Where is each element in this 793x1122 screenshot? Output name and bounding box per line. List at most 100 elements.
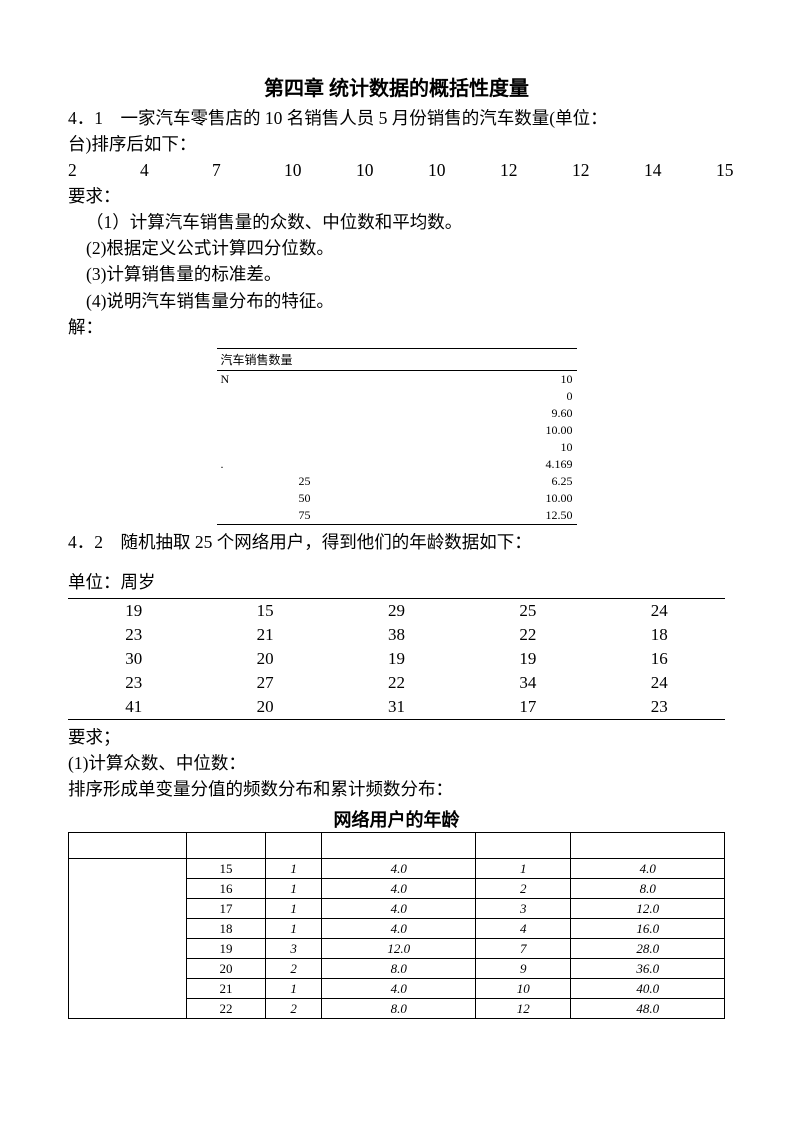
f6cp: 40.0	[571, 979, 725, 999]
a31: 27	[199, 671, 330, 695]
f3cp: 16.0	[571, 919, 725, 939]
q41-d1: 4	[140, 160, 172, 181]
f6p: 4.0	[322, 979, 476, 999]
q41-intro-line1: 4．1 一家汽车零售店的 10 名销售人员 5 月份销售的汽车数量(单位：	[68, 105, 725, 131]
sr8r: 12.50	[311, 508, 573, 523]
a11: 21	[199, 623, 330, 647]
f3cf: 4	[476, 919, 571, 939]
f4a: 19	[187, 939, 266, 959]
f4cf: 7	[476, 939, 571, 959]
q41-d8: 14	[644, 160, 676, 181]
sr5l: .	[221, 457, 251, 472]
f6a: 21	[187, 979, 266, 999]
f5p: 8.0	[322, 959, 476, 979]
f0p: 4.0	[322, 859, 476, 879]
a00: 19	[68, 598, 199, 623]
sr1m	[251, 389, 311, 404]
a30: 23	[68, 671, 199, 695]
sr3r: 10.00	[311, 423, 573, 438]
a44: 23	[594, 695, 725, 720]
stats-row-0: N10	[217, 371, 577, 388]
q41-d4: 10	[356, 160, 388, 181]
q41-req2: (2)根据定义公式计算四分位数。	[68, 235, 725, 261]
q41-d7: 12	[572, 160, 604, 181]
sr1l	[221, 389, 251, 404]
fh3	[322, 833, 476, 859]
q41-d5: 10	[428, 160, 460, 181]
sr7l	[221, 491, 251, 506]
f5f: 2	[265, 959, 322, 979]
a33: 34	[462, 671, 593, 695]
q41-req3: (3)计算销售量的标准差。	[68, 261, 725, 287]
stats-header: 汽车销售数量	[217, 348, 577, 371]
f1p: 4.0	[322, 879, 476, 899]
f1cf: 2	[476, 879, 571, 899]
stats-row-5: .4.169	[217, 456, 577, 473]
f1a: 16	[187, 879, 266, 899]
requirements-label-2: 要求；	[68, 724, 725, 750]
f1cp: 8.0	[571, 879, 725, 899]
sr7m: 50	[251, 491, 311, 506]
solve-label: 解：	[68, 314, 725, 340]
f4f: 3	[265, 939, 322, 959]
f7a: 22	[187, 999, 266, 1019]
unit-label: 单位：周岁	[68, 569, 725, 595]
a02: 29	[331, 598, 462, 623]
f7cp: 48.0	[571, 999, 725, 1019]
age-row-3: 2327223424	[68, 671, 725, 695]
a12: 38	[331, 623, 462, 647]
f5cf: 9	[476, 959, 571, 979]
a34: 24	[594, 671, 725, 695]
f3a: 18	[187, 919, 266, 939]
freq-header-row	[69, 833, 725, 859]
stats-row-2: 9.60	[217, 405, 577, 422]
stats-row-3: 10.00	[217, 422, 577, 439]
f6f: 1	[265, 979, 322, 999]
requirements-label: 要求：	[68, 183, 725, 209]
stats-block: 汽车销售数量 N10 0 9.60 10.00 10 .4.169 256.25…	[217, 348, 577, 525]
f7p: 8.0	[322, 999, 476, 1019]
sr2l	[221, 406, 251, 421]
stats-row-7: 5010.00	[217, 490, 577, 507]
f2cp: 12.0	[571, 899, 725, 919]
a04: 24	[594, 598, 725, 623]
f0a: 15	[187, 859, 266, 879]
q41-data-row: 2 4 7 10 10 10 12 12 14 15	[68, 160, 725, 181]
a22: 19	[331, 647, 462, 671]
a43: 17	[462, 695, 593, 720]
q42-req2: 排序形成单变量分值的频数分布和累计频数分布：	[68, 776, 725, 802]
q41-d9: 15	[716, 160, 748, 181]
f0cp: 4.0	[571, 859, 725, 879]
f2p: 4.0	[322, 899, 476, 919]
f3f: 1	[265, 919, 322, 939]
q41-d3: 10	[284, 160, 316, 181]
q41-d0: 2	[68, 160, 100, 181]
f7cf: 12	[476, 999, 571, 1019]
age-data-table: 1915292524 2321382218 3020191916 2327223…	[68, 598, 725, 720]
freq-row-0: 1514.014.0	[69, 859, 725, 879]
f5cp: 36.0	[571, 959, 725, 979]
age-row-0: 1915292524	[68, 598, 725, 623]
fh5	[571, 833, 725, 859]
a23: 19	[462, 647, 593, 671]
sr8l	[221, 508, 251, 523]
f2cf: 3	[476, 899, 571, 919]
fh4	[476, 833, 571, 859]
sr3m	[251, 423, 311, 438]
a03: 25	[462, 598, 593, 623]
q42-req1: (1)计算众数、中位数：	[68, 750, 725, 776]
f2f: 1	[265, 899, 322, 919]
f1f: 1	[265, 879, 322, 899]
f6cf: 10	[476, 979, 571, 999]
sr0m	[251, 372, 311, 387]
f2a: 17	[187, 899, 266, 919]
q41-d2: 7	[212, 160, 244, 181]
f0f: 1	[265, 859, 322, 879]
age-row-4: 4120311723	[68, 695, 725, 720]
sr6r: 6.25	[311, 474, 573, 489]
stats-row-6: 256.25	[217, 473, 577, 490]
f7f: 2	[265, 999, 322, 1019]
a24: 16	[594, 647, 725, 671]
q41-intro-line2: 台)排序后如下：	[68, 131, 725, 157]
fh1	[187, 833, 266, 859]
